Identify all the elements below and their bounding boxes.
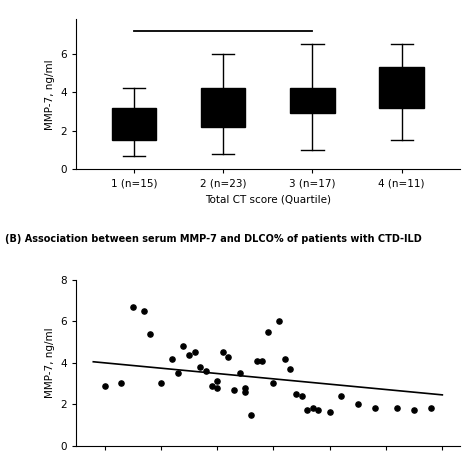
- Y-axis label: MMP-7, ng/ml: MMP-7, ng/ml: [45, 59, 55, 129]
- Point: [326, 409, 334, 416]
- Point: [208, 382, 215, 389]
- Y-axis label: MMP-7, ng/ml: MMP-7, ng/ml: [45, 328, 55, 398]
- Point: [191, 349, 199, 356]
- Point: [354, 401, 362, 408]
- Point: [146, 330, 154, 337]
- Point: [287, 365, 294, 373]
- Point: [298, 392, 305, 400]
- Point: [253, 357, 260, 365]
- Point: [101, 382, 109, 389]
- Point: [236, 369, 244, 377]
- Point: [410, 407, 418, 414]
- Point: [185, 351, 193, 358]
- X-axis label: Total CT score (Quartile): Total CT score (Quartile): [205, 194, 331, 204]
- Point: [219, 349, 227, 356]
- Point: [213, 378, 221, 385]
- Point: [213, 384, 221, 392]
- Point: [247, 411, 255, 419]
- Point: [140, 307, 148, 315]
- Point: [371, 404, 379, 412]
- Point: [393, 404, 401, 412]
- Point: [174, 369, 182, 377]
- PathPatch shape: [111, 108, 156, 140]
- Point: [157, 380, 164, 387]
- Text: (B) Association between serum MMP-7 and DLCO% of patients with CTD-ILD: (B) Association between serum MMP-7 and …: [5, 234, 421, 244]
- Point: [225, 353, 232, 360]
- PathPatch shape: [379, 67, 424, 108]
- Point: [118, 380, 125, 387]
- Point: [168, 355, 176, 363]
- Point: [309, 404, 317, 412]
- Point: [281, 355, 289, 363]
- Point: [230, 386, 238, 393]
- PathPatch shape: [201, 89, 246, 127]
- Point: [202, 367, 210, 375]
- Point: [258, 357, 266, 365]
- Point: [427, 404, 435, 412]
- Point: [180, 342, 187, 350]
- Point: [275, 318, 283, 325]
- Point: [303, 407, 311, 414]
- Point: [241, 384, 249, 392]
- PathPatch shape: [290, 89, 335, 113]
- Point: [270, 380, 277, 387]
- Point: [337, 392, 345, 400]
- Point: [292, 390, 300, 398]
- Point: [264, 328, 272, 336]
- Point: [129, 303, 137, 311]
- Point: [315, 407, 322, 414]
- Point: [241, 388, 249, 396]
- Point: [196, 363, 204, 371]
